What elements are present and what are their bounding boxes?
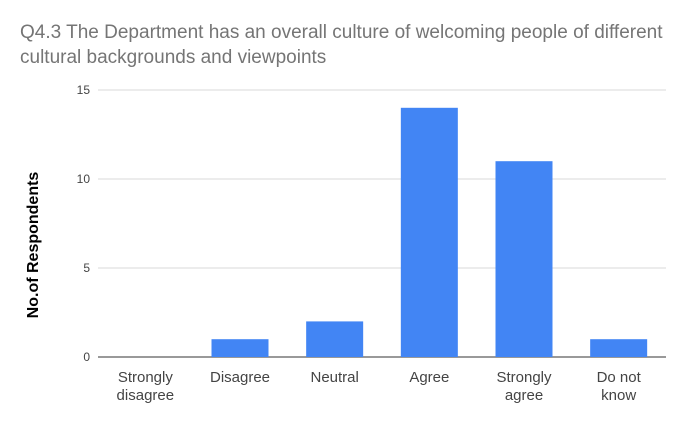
bar bbox=[306, 321, 364, 357]
y-tick-label: 5 bbox=[83, 261, 90, 275]
chart-title: Q4.3 The Department has an overall cultu… bbox=[20, 22, 663, 68]
y-tick-label: 10 bbox=[77, 172, 91, 186]
bar bbox=[590, 339, 648, 357]
gridlines bbox=[98, 89, 666, 358]
y-tick-label: 15 bbox=[77, 83, 91, 97]
y-axis-ticks: 0 5 10 15 bbox=[77, 83, 91, 364]
bar bbox=[400, 107, 458, 357]
y-tick-label: 0 bbox=[83, 350, 90, 364]
x-category-label: Neutral bbox=[310, 369, 358, 386]
bar bbox=[495, 161, 553, 357]
x-category-label: Do not know bbox=[597, 369, 642, 404]
x-category-label: Agree bbox=[409, 369, 449, 386]
y-axis-title: No.of Respondents bbox=[25, 172, 42, 319]
bar bbox=[211, 339, 269, 357]
x-axis-categories: Strongly disagree Disagree Neutral Agree Stro… bbox=[117, 369, 642, 404]
bars bbox=[211, 107, 648, 357]
x-category-label: Disagree bbox=[210, 369, 270, 386]
x-category-label: Strongly disagree bbox=[117, 369, 175, 404]
x-category-label: Strongly agree bbox=[496, 369, 552, 404]
